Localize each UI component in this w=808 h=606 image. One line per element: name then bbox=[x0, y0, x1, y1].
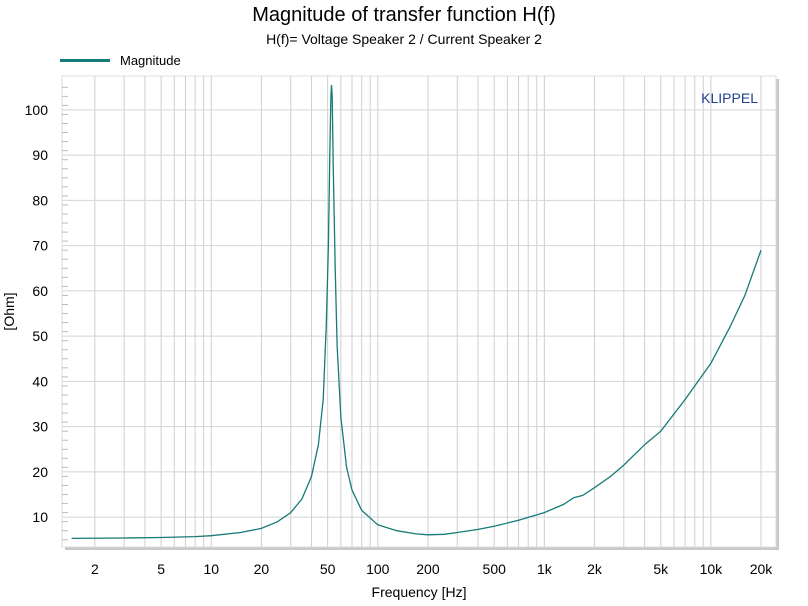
y-tick-label: 60 bbox=[32, 283, 48, 299]
y-tick-label: 70 bbox=[32, 238, 48, 254]
y-tick-label: 90 bbox=[32, 147, 48, 163]
x-tick-label: 10k bbox=[700, 561, 724, 577]
x-tick-label: 20 bbox=[254, 561, 270, 577]
y-tick-label: 40 bbox=[32, 373, 48, 389]
chart-subtitle: H(f)= Voltage Speaker 2 / Current Speake… bbox=[266, 31, 542, 47]
chart-title: Magnitude of transfer function H(f) bbox=[252, 4, 556, 26]
y-tick-label: 20 bbox=[32, 464, 48, 480]
x-tick-label: 10 bbox=[203, 561, 219, 577]
y-axis-label: [Ohm] bbox=[1, 292, 17, 330]
x-tick-label: 1k bbox=[537, 561, 553, 577]
legend: Magnitude bbox=[60, 53, 181, 68]
y-tick-label: 10 bbox=[32, 509, 48, 525]
klippel-logo: KLIPPEL bbox=[701, 90, 758, 106]
x-tick-label: 20k bbox=[750, 561, 774, 577]
y-tick-label: 50 bbox=[32, 328, 48, 344]
x-tick-label: 2 bbox=[91, 561, 99, 577]
x-tick-label: 5 bbox=[157, 561, 165, 577]
y-tick-label: 100 bbox=[25, 102, 49, 118]
plot-frame bbox=[61, 75, 777, 548]
series-line-magnitude bbox=[71, 84, 762, 540]
legend-swatch bbox=[60, 59, 110, 62]
x-tick-label: 50 bbox=[320, 561, 336, 577]
x-tick-label: 200 bbox=[416, 561, 440, 577]
y-tick-label: 30 bbox=[32, 419, 48, 435]
x-tick-label: 5k bbox=[653, 561, 669, 577]
x-tick-label: 2k bbox=[587, 561, 603, 577]
x-axis-label: Frequency [Hz] bbox=[372, 584, 467, 600]
x-tick-label: 500 bbox=[483, 561, 507, 577]
legend-label: Magnitude bbox=[120, 53, 181, 68]
y-tick-label: 80 bbox=[32, 192, 48, 208]
x-tick-label: 100 bbox=[366, 561, 390, 577]
